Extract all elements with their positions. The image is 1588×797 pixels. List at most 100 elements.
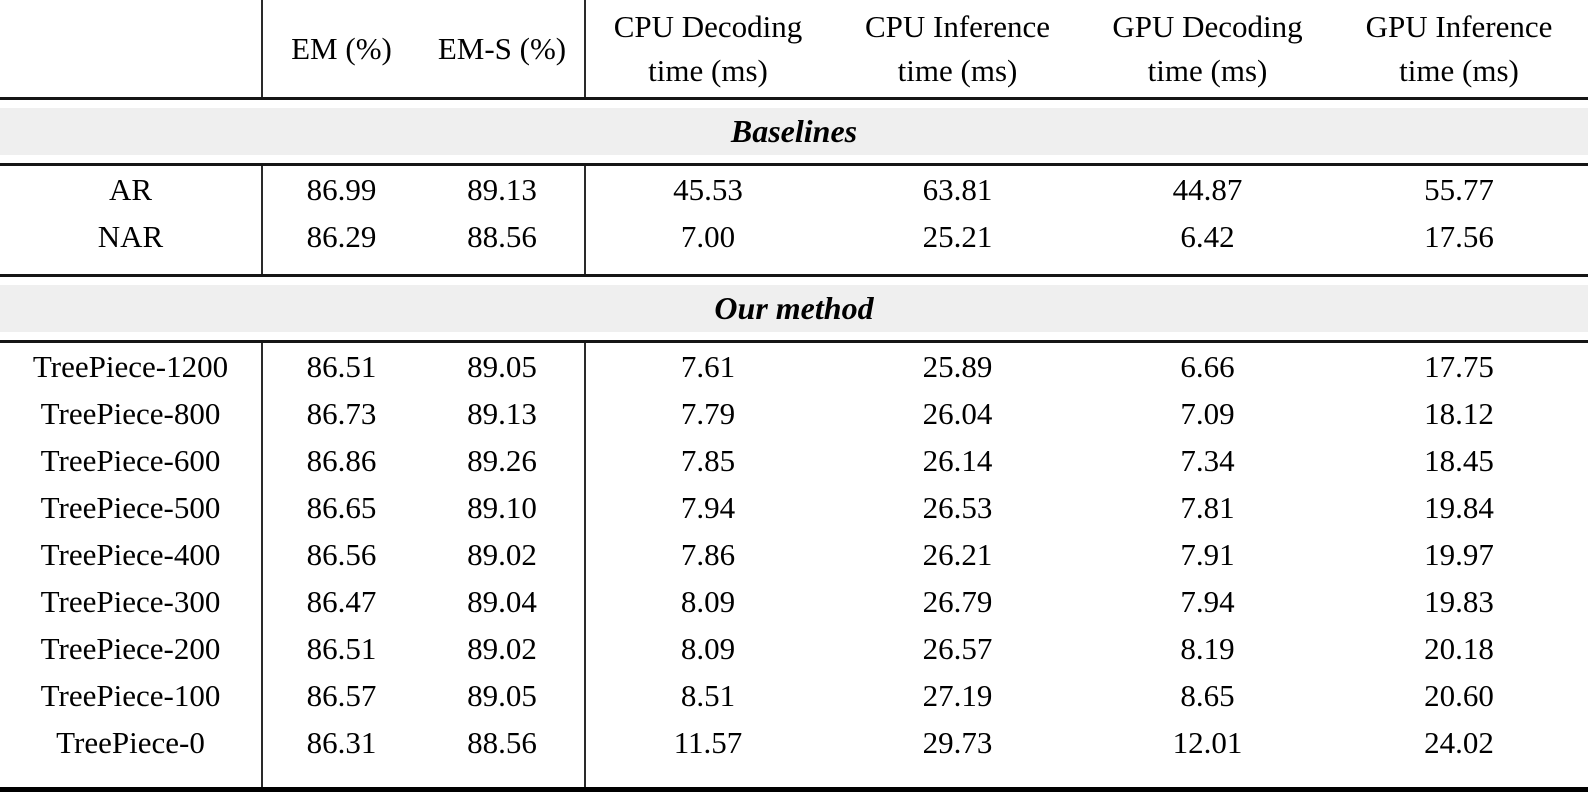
value-cell: 89.13 bbox=[467, 396, 537, 431]
header-cell-em: EM (%) bbox=[261, 0, 420, 100]
value-cell: 89.13 bbox=[467, 172, 537, 207]
value-cell: 25.89 bbox=[922, 349, 993, 384]
table-row: TreePiece-800 86.73 89.13 7.79 26.04 7.09 18.1… bbox=[0, 390, 1588, 437]
value-cell: 18.12 bbox=[1424, 396, 1494, 431]
value-cell: 7.91 bbox=[1180, 537, 1235, 572]
row-label: TreePiece-300 bbox=[40, 584, 221, 619]
value-cell: 89.05 bbox=[467, 678, 537, 713]
value-cell: 6.42 bbox=[1085, 213, 1330, 277]
value-cell: 26.04 bbox=[922, 396, 993, 431]
value-cell: 86.73 bbox=[261, 390, 420, 437]
section-rows-our-method: TreePiece-1200 86.51 89.05 7.61 25.89 6.66 17.… bbox=[0, 341, 1588, 792]
value-cell: 88.56 bbox=[420, 719, 585, 792]
header-cell-gpu-inference: GPU Inference time (ms) bbox=[1330, 0, 1588, 100]
section-rows-baselines: AR 86.99 89.13 45.53 63.81 44.87 55.77 NAR 86.29… bbox=[0, 164, 1588, 277]
value-cell: 26.53 bbox=[922, 490, 993, 525]
header-cell-gpu-decoding: GPU Decoding time (ms) bbox=[1085, 0, 1330, 100]
table-row: TreePiece-200 86.51 89.02 8.09 26.57 8.19 20.1… bbox=[0, 625, 1588, 672]
value-cell: 86.57 bbox=[261, 672, 420, 719]
header-line1: CPU Decoding bbox=[613, 8, 803, 44]
value-cell: 8.51 bbox=[584, 672, 830, 719]
header-line1: GPU Decoding bbox=[1112, 8, 1303, 44]
row-label: TreePiece-100 bbox=[40, 678, 221, 713]
row-label: TreePiece-200 bbox=[40, 631, 221, 666]
value-cell: 88.56 bbox=[420, 213, 585, 277]
value-cell: 8.65 bbox=[1180, 678, 1235, 713]
table-row: TreePiece-600 86.86 89.26 7.85 26.14 7.34 18.4… bbox=[0, 437, 1588, 484]
value-cell: 25.21 bbox=[830, 213, 1085, 277]
table-row: AR 86.99 89.13 45.53 63.81 44.87 55.77 bbox=[0, 164, 1588, 213]
value-cell: 8.09 bbox=[584, 578, 830, 625]
value-cell: 26.57 bbox=[922, 631, 993, 666]
row-label: NAR bbox=[0, 213, 262, 277]
value-cell: 29.73 bbox=[830, 719, 1085, 792]
header-line2: time (ms) bbox=[1147, 52, 1268, 88]
value-cell: 26.21 bbox=[922, 537, 993, 572]
header-cell-cpu-inference: CPU Inference time (ms) bbox=[830, 0, 1085, 100]
value-cell: 86.51 bbox=[261, 625, 420, 672]
header-line1: CPU Inference bbox=[864, 8, 1051, 44]
value-cell: 7.34 bbox=[1180, 443, 1235, 478]
value-cell: 7.81 bbox=[1180, 490, 1235, 525]
row-label: TreePiece-0 bbox=[0, 719, 262, 792]
value-cell: 89.10 bbox=[467, 490, 537, 525]
value-cell: 86.56 bbox=[261, 531, 420, 578]
band-cell: Our method bbox=[0, 275, 1588, 343]
value-cell: 86.51 bbox=[261, 341, 420, 390]
value-cell: 20.60 bbox=[1424, 678, 1494, 713]
value-cell: 18.45 bbox=[1424, 443, 1494, 478]
header-line1: GPU Inference bbox=[1365, 8, 1553, 44]
value-cell: 19.84 bbox=[1424, 490, 1494, 525]
value-cell: 12.01 bbox=[1085, 719, 1330, 792]
band-row: Baselines bbox=[0, 98, 1588, 166]
value-cell: 8.09 bbox=[584, 625, 830, 672]
value-cell: 86.65 bbox=[261, 484, 420, 531]
section-band-baselines: Baselines bbox=[0, 98, 1588, 166]
table-row: TreePiece-500 86.65 89.10 7.94 26.53 7.81 19.8… bbox=[0, 484, 1588, 531]
value-cell: 89.26 bbox=[467, 443, 537, 478]
value-cell: 7.09 bbox=[1180, 396, 1235, 431]
table-row: TreePiece-100 86.57 89.05 8.51 27.19 8.65 20.6… bbox=[0, 672, 1588, 719]
value-cell: 55.77 bbox=[1424, 172, 1494, 207]
section-band-our-method: Our method bbox=[0, 275, 1588, 343]
header-line2: time (ms) bbox=[648, 52, 768, 88]
value-cell: 26.14 bbox=[922, 443, 993, 478]
row-label: TreePiece-400 bbox=[40, 537, 221, 572]
value-cell: 6.66 bbox=[1180, 349, 1235, 384]
header-line2: time (ms) bbox=[1399, 52, 1519, 88]
value-cell: 19.97 bbox=[1424, 537, 1494, 572]
table-row: TreePiece-400 86.56 89.02 7.86 26.21 7.91 19.9… bbox=[0, 531, 1588, 578]
value-cell: 27.19 bbox=[922, 678, 993, 713]
header-line2: time (ms) bbox=[897, 52, 1018, 88]
header-cell-rowlabel bbox=[0, 0, 262, 100]
value-cell: 7.94 bbox=[1180, 584, 1235, 619]
table-header: EM (%) EM-S (%) CPU Decoding time (ms) C… bbox=[0, 0, 1588, 100]
value-cell: 17.56 bbox=[1330, 213, 1588, 277]
value-cell: 89.02 bbox=[467, 631, 537, 666]
table-row: TreePiece-300 86.47 89.04 8.09 26.79 7.94 19.8… bbox=[0, 578, 1588, 625]
value-cell: 20.18 bbox=[1424, 631, 1494, 666]
header-row: EM (%) EM-S (%) CPU Decoding time (ms) C… bbox=[0, 0, 1588, 100]
value-cell: 7.00 bbox=[584, 213, 830, 277]
value-cell: 63.81 bbox=[922, 172, 993, 207]
value-cell: 8.19 bbox=[1180, 631, 1235, 666]
value-cell: 7.85 bbox=[584, 437, 830, 484]
value-cell: 86.47 bbox=[261, 578, 420, 625]
row-label: TreePiece-1200 bbox=[32, 349, 229, 384]
value-cell: 11.57 bbox=[584, 719, 830, 792]
value-cell: 86.99 bbox=[261, 164, 420, 213]
section-title-our-method: Our method bbox=[0, 285, 1588, 332]
value-cell: 7.61 bbox=[584, 341, 830, 390]
section-title-baselines: Baselines bbox=[0, 108, 1588, 155]
band-cell: Baselines bbox=[0, 98, 1588, 166]
value-cell: 26.79 bbox=[922, 584, 993, 619]
value-cell: 44.87 bbox=[1172, 172, 1243, 207]
table-row: TreePiece-0 86.31 88.56 11.57 29.73 12.01 24.0… bbox=[0, 719, 1588, 792]
band-row: Our method bbox=[0, 275, 1588, 343]
value-cell: 45.53 bbox=[584, 164, 830, 213]
value-cell: 86.31 bbox=[261, 719, 420, 792]
row-label: TreePiece-600 bbox=[40, 443, 221, 478]
value-cell: 19.83 bbox=[1424, 584, 1494, 619]
value-cell: 86.29 bbox=[261, 213, 420, 277]
